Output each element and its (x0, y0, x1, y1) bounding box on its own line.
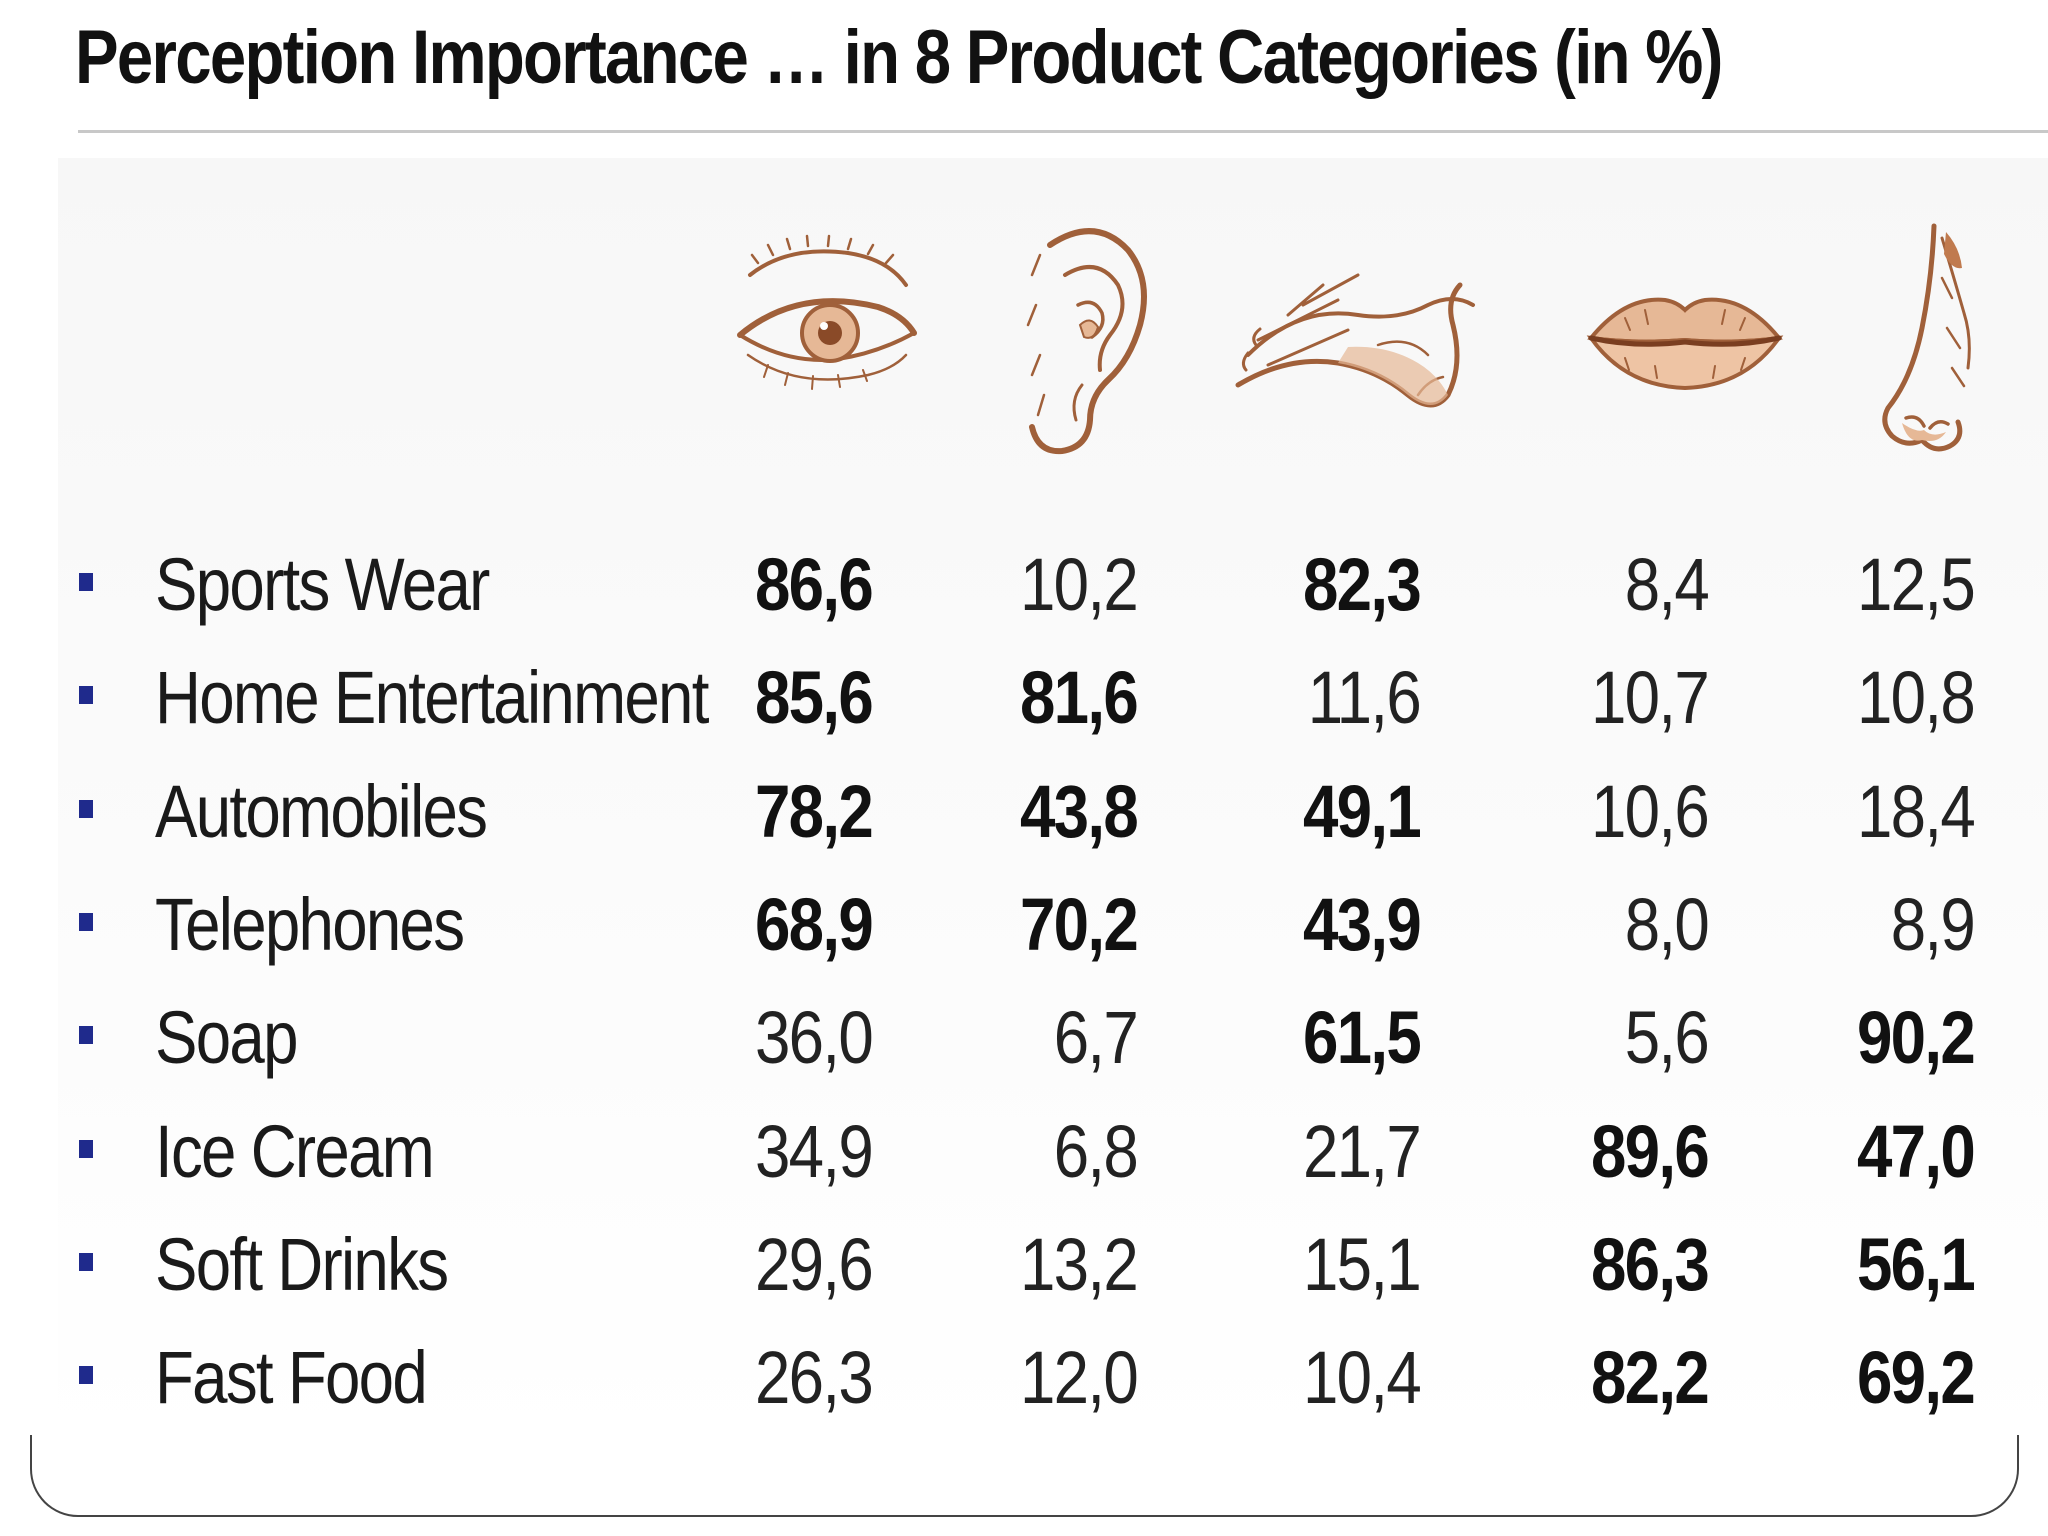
value-cell: 49,1 (1303, 770, 1422, 853)
category-label: Telephones (155, 883, 465, 966)
value-cell: 26,3 (755, 1336, 874, 1419)
value-cell: 8,4 (1624, 543, 1710, 626)
title-divider (78, 130, 2048, 133)
value-cell: 90,2 (1857, 996, 1976, 1079)
value-cell: 10,7 (1591, 656, 1710, 739)
value-cell: 8,0 (1624, 883, 1710, 966)
hand-icon (1235, 273, 1475, 408)
table-row: Soap 36,0 6,7 61,5 5,6 90,2 (0, 988, 2048, 1088)
value-cell: 12,5 (1857, 543, 1976, 626)
category-label: Home Entertainment (155, 656, 709, 739)
value-cell: 18,4 (1857, 770, 1976, 853)
category-label: Automobiles (155, 770, 488, 853)
value-cell: 34,9 (755, 1110, 874, 1193)
value-cell: 13,2 (1020, 1223, 1139, 1306)
value-cell: 5,6 (1624, 996, 1710, 1079)
value-cell: 78,2 (755, 770, 874, 853)
value-cell: 43,8 (1020, 770, 1139, 853)
value-cell: 56,1 (1857, 1223, 1976, 1306)
value-cell: 36,0 (755, 996, 874, 1079)
eye-icon (737, 234, 917, 390)
value-cell: 10,2 (1020, 543, 1139, 626)
category-label: Ice Cream (155, 1110, 435, 1193)
ear-icon (1026, 228, 1147, 455)
bullet-marker (79, 1366, 93, 1384)
value-cell: 82,2 (1591, 1336, 1710, 1419)
value-cell: 8,9 (1890, 883, 1976, 966)
table-row: Automobiles 78,2 43,8 49,1 10,6 18,4 (0, 762, 2048, 862)
value-cell: 86,6 (755, 543, 874, 626)
value-cell: 21,7 (1303, 1110, 1422, 1193)
value-cell: 82,3 (1303, 543, 1422, 626)
value-cell: 68,9 (755, 883, 874, 966)
value-cell: 10,6 (1591, 770, 1710, 853)
lips-icon (1586, 297, 1784, 391)
value-cell: 89,6 (1591, 1110, 1710, 1193)
bullet-marker (79, 1140, 93, 1158)
value-cell: 70,2 (1020, 883, 1139, 966)
value-cell: 29,6 (755, 1223, 874, 1306)
value-cell: 85,6 (755, 656, 874, 739)
value-cell: 6,7 (1053, 996, 1139, 1079)
value-cell: 15,1 (1303, 1223, 1422, 1306)
category-label: Fast Food (155, 1336, 428, 1419)
value-cell: 69,2 (1857, 1336, 1976, 1419)
table-row: Soft Drinks 29,6 13,2 15,1 86,3 56,1 (0, 1215, 2048, 1315)
value-cell: 47,0 (1857, 1110, 1976, 1193)
value-cell: 86,3 (1591, 1223, 1710, 1306)
category-label: Soap (155, 996, 298, 1079)
table-row: Fast Food 26,3 12,0 10,4 82,2 69,2 (0, 1328, 2048, 1428)
bullet-marker (79, 1253, 93, 1271)
table-row: Telephones 68,9 70,2 43,9 8,0 8,9 (0, 875, 2048, 975)
table-row: Home Entertainment 85,6 81,6 11,6 10,7 1… (0, 648, 2048, 748)
bullet-marker (79, 800, 93, 818)
bullet-marker (79, 686, 93, 704)
value-cell: 11,6 (1307, 656, 1422, 739)
value-cell: 43,9 (1303, 883, 1422, 966)
nose-icon (1882, 223, 1971, 452)
value-cell: 61,5 (1303, 996, 1422, 1079)
table-row: Sports Wear 86,6 10,2 82,3 8,4 12,5 (0, 535, 2048, 635)
bullet-marker (79, 573, 93, 591)
value-cell: 10,4 (1303, 1336, 1422, 1419)
value-cell: 10,8 (1857, 656, 1976, 739)
value-cell: 12,0 (1020, 1336, 1139, 1419)
category-label: Sports Wear (155, 543, 490, 626)
bullet-marker (79, 1026, 93, 1044)
category-label: Soft Drinks (155, 1223, 449, 1306)
bullet-marker (79, 913, 93, 931)
value-cell: 6,8 (1053, 1110, 1139, 1193)
value-cell: 81,6 (1020, 656, 1139, 739)
table-row: Ice Cream 34,9 6,8 21,7 89,6 47,0 (0, 1102, 2048, 1202)
slide-bottom-frame (30, 1435, 2019, 1517)
slide-title: Perception Importance … in 8 Product Cat… (75, 15, 1723, 100)
